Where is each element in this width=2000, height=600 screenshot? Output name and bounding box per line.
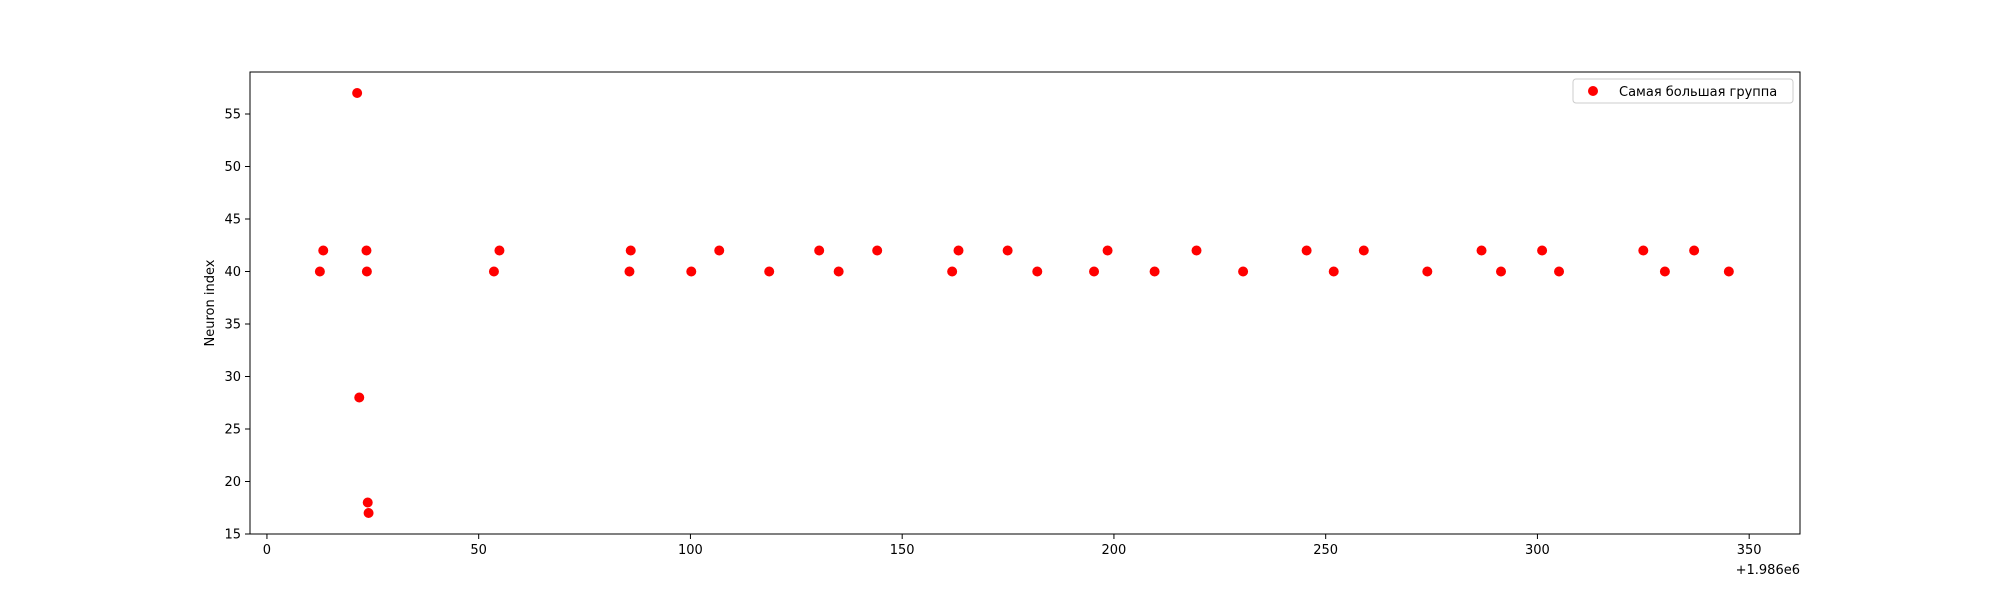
data-point [1238, 266, 1249, 277]
y-axis: 15 20 25 30 35 40 45 50 55 [224, 108, 250, 543]
x-tick-label: 200 [1102, 543, 1127, 558]
y-axis-label: Neuron index [203, 259, 218, 346]
data-point [1689, 245, 1700, 256]
data-point [318, 245, 329, 256]
data-point [833, 266, 844, 277]
data-point [714, 245, 725, 256]
data-point [314, 266, 325, 277]
data-point [686, 266, 697, 277]
data-point [352, 88, 363, 98]
x-axis: 0 50 100 150 200 250 300 350 [263, 534, 1762, 558]
data-point [362, 497, 373, 508]
x-tick-label: 100 [678, 543, 703, 558]
data-point [1032, 266, 1043, 277]
y-tick-label: 20 [224, 475, 241, 490]
data-point [1002, 245, 1013, 256]
data-point [1537, 245, 1548, 256]
x-tick-label: 0 [263, 543, 271, 558]
y-tick-label: 50 [224, 160, 241, 175]
data-point [1328, 266, 1339, 277]
legend-box [1572, 78, 1794, 104]
data-point [361, 266, 372, 277]
data-point [361, 245, 372, 256]
data-point [1301, 245, 1312, 256]
legend-entry: Самая большая группа [1619, 85, 1777, 100]
data-point [624, 266, 635, 277]
data-point [1102, 245, 1113, 256]
data-point [1191, 245, 1202, 256]
data-points [314, 88, 1734, 518]
x-tick-label: 150 [890, 543, 915, 558]
x-tick-label: 50 [470, 543, 487, 558]
data-point [1149, 266, 1160, 277]
data-point [1476, 245, 1487, 256]
data-point [814, 245, 825, 256]
legend-marker [1588, 86, 1598, 96]
data-point [947, 266, 958, 277]
legend: Самая большая группа [1572, 78, 1794, 104]
data-point [1496, 266, 1507, 277]
data-point [953, 245, 964, 256]
data-point [1638, 245, 1649, 256]
x-tick-label: 250 [1313, 543, 1338, 558]
x-tick-label: 350 [1737, 543, 1762, 558]
data-point [494, 245, 505, 256]
data-point [1554, 266, 1565, 277]
data-point [1422, 266, 1433, 277]
x-offset-label: +1.986e6 [1736, 563, 1800, 578]
y-tick-label: 55 [224, 108, 241, 123]
plot-frame [249, 71, 1801, 535]
data-point [872, 245, 883, 256]
data-point [1659, 266, 1670, 277]
data-point [354, 392, 365, 403]
y-tick-label: 40 [224, 265, 241, 280]
data-point [1723, 266, 1734, 277]
plot-background [250, 72, 1800, 534]
y-tick-label: 15 [224, 528, 241, 543]
data-point [1089, 266, 1100, 277]
data-point [488, 266, 499, 277]
y-tick-label: 45 [224, 213, 241, 228]
data-point [764, 266, 775, 277]
data-point [1358, 245, 1369, 256]
y-tick-label: 25 [224, 423, 241, 438]
y-tick-label: 35 [224, 318, 241, 333]
data-point [625, 245, 636, 256]
y-tick-label: 30 [224, 370, 241, 385]
data-point [363, 508, 374, 518]
x-tick-label: 300 [1525, 543, 1550, 558]
